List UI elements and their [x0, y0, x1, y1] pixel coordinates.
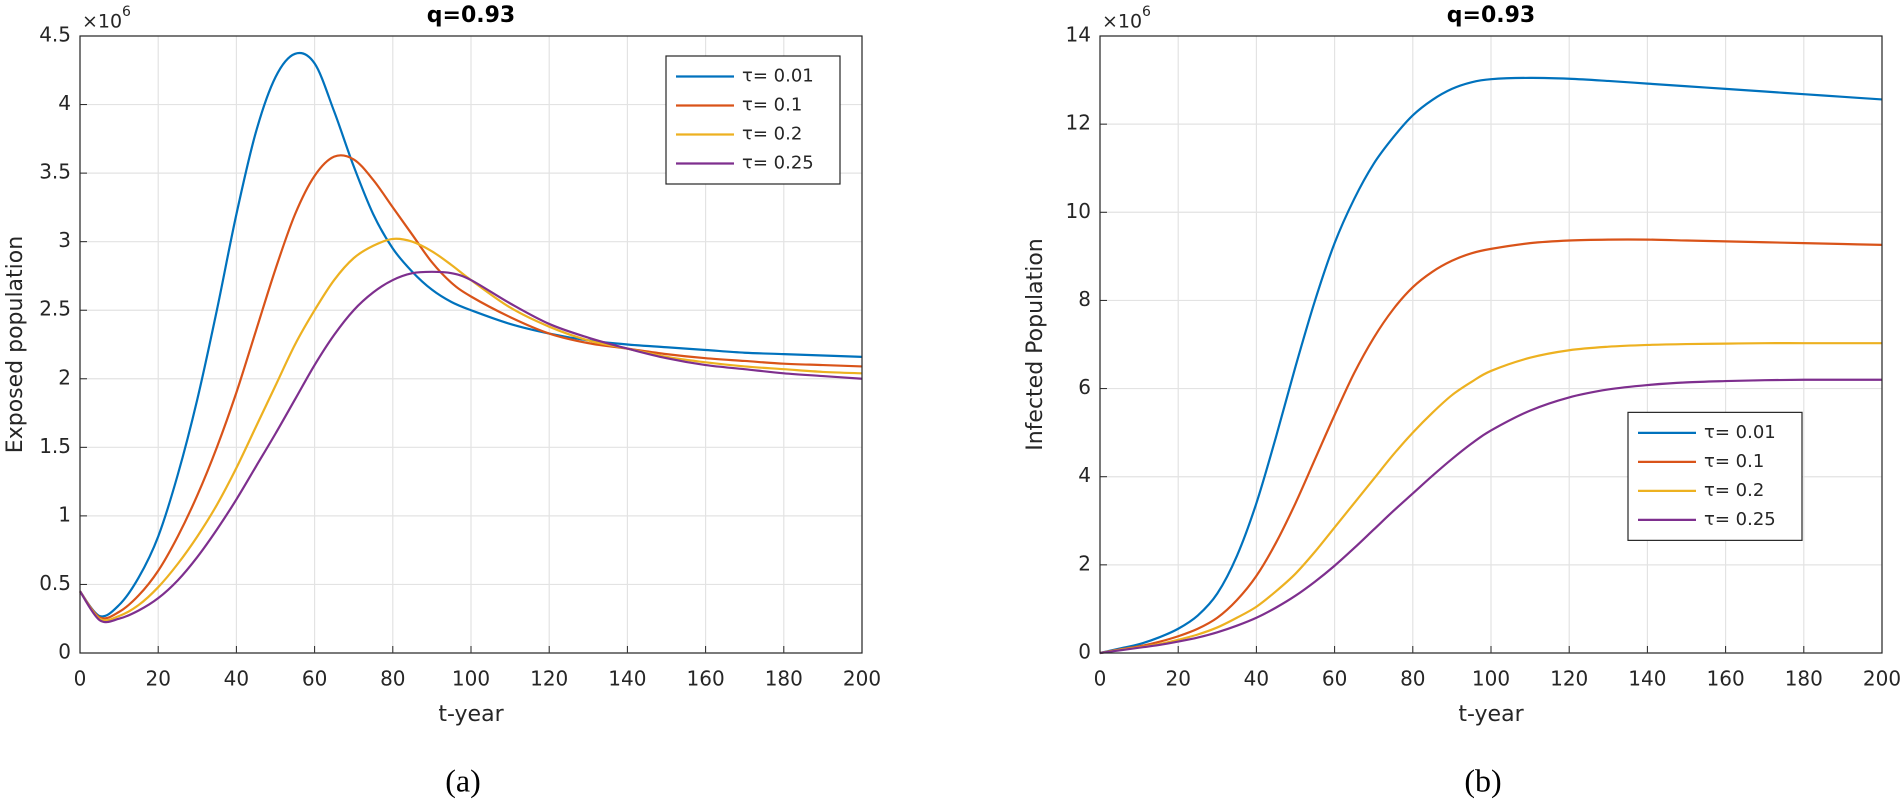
x-tick-label: 40	[224, 667, 249, 691]
y-tick-label: 10	[1066, 199, 1091, 223]
x-tick-label: 160	[1707, 667, 1745, 691]
legend-label: τ= 0.25	[1704, 509, 1776, 530]
y-axis-label: Infected Population	[1023, 238, 1048, 451]
axes-box	[1099, 35, 1883, 654]
series-line	[1099, 342, 1882, 655]
x-tick-label: 0	[74, 667, 87, 691]
caption: (a)	[445, 762, 481, 798]
y-scale: ×10	[82, 11, 122, 33]
y-tick-label: 1	[58, 502, 71, 526]
chart-title: q=0.93	[427, 3, 515, 28]
x-tick-label: 40	[1244, 667, 1269, 691]
x-tick-label: 60	[302, 667, 327, 691]
chart-title: q=0.93	[1447, 3, 1535, 28]
legend-label: τ= 0.2	[1704, 480, 1764, 501]
x-tick-label: 20	[1165, 667, 1190, 691]
x-tick-label: 180	[1785, 667, 1823, 691]
y-tick-label: 4	[1078, 463, 1091, 487]
y-scale: ×10	[1102, 11, 1142, 33]
y-tick-label: 3.5	[39, 160, 71, 184]
y-tick-label: 8	[1078, 287, 1091, 311]
y-tick-label: 0	[58, 640, 71, 664]
y-tick-label: 4	[58, 91, 71, 115]
x-tick-label: 200	[843, 667, 881, 691]
y-tick-label: 3	[58, 228, 71, 252]
series-line	[79, 154, 863, 620]
x-tick-label: 120	[530, 667, 568, 691]
axes-box	[79, 35, 863, 654]
series-line	[79, 270, 863, 624]
y-scale-exponent: 6	[122, 4, 131, 20]
legend-label: τ= 0.1	[742, 95, 802, 116]
legend-label: τ= 0.01	[742, 66, 814, 87]
x-tick-label: 160	[687, 667, 725, 691]
y-tick-label: 4.5	[39, 23, 71, 47]
x-tick-label: 0	[1094, 667, 1107, 691]
x-tick-label: 80	[1400, 667, 1425, 691]
y-tick-label: 6	[1078, 375, 1091, 399]
legend-label: τ= 0.2	[742, 124, 802, 145]
y-tick-label: 0.5	[39, 571, 71, 595]
y-tick-label: 2	[58, 365, 71, 389]
y-tick-label: 0	[1078, 640, 1091, 664]
y-tick-label: 2.5	[39, 297, 71, 321]
y-tick-label: 2	[1078, 551, 1091, 575]
x-tick-label: 180	[765, 667, 803, 691]
y-axis-label: Exposed population	[3, 236, 28, 453]
x-axis-label: t-year	[438, 702, 504, 727]
x-tick-label: 80	[380, 667, 405, 691]
series-line	[1099, 76, 1883, 655]
series-line	[79, 51, 863, 618]
y-tick-label: 12	[1066, 111, 1091, 135]
x-tick-label: 100	[1472, 667, 1510, 691]
series-line	[79, 237, 863, 622]
series-line	[1099, 238, 1883, 655]
x-tick-label: 140	[1628, 667, 1666, 691]
y-tick-label: 1.5	[39, 434, 71, 458]
x-tick-label: 100	[452, 667, 490, 691]
legend-label: τ= 0.1	[1704, 451, 1764, 472]
x-tick-label: 120	[1550, 667, 1588, 691]
x-axis-label: t-year	[1458, 702, 1524, 727]
legend-label: τ= 0.25	[742, 153, 814, 174]
x-tick-label: 60	[1322, 667, 1347, 691]
legend-label: τ= 0.01	[1704, 422, 1776, 443]
x-tick-label: 20	[145, 667, 170, 691]
series-line	[1099, 378, 1882, 655]
y-tick-label: 14	[1066, 23, 1091, 47]
caption: (b)	[1464, 762, 1501, 798]
y-scale-exponent: 6	[1142, 4, 1151, 20]
x-tick-label: 200	[1863, 667, 1900, 691]
x-tick-label: 140	[608, 667, 646, 691]
